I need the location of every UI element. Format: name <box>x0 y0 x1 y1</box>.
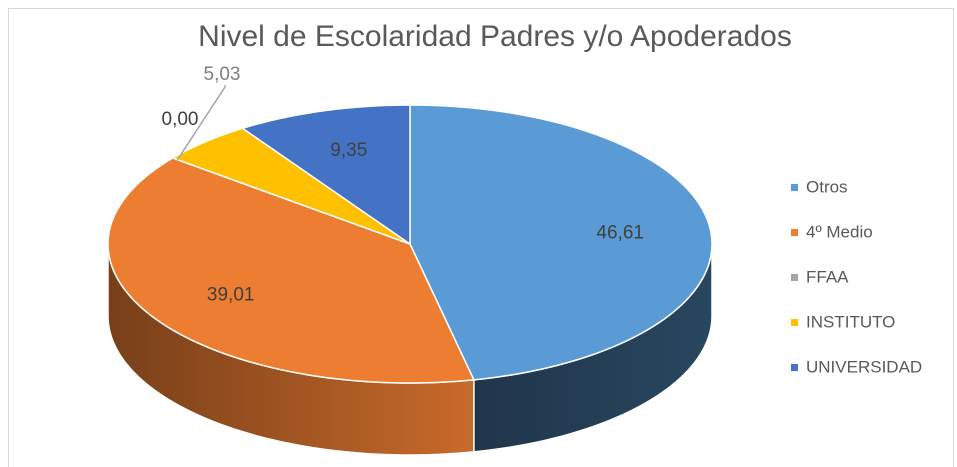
legend-swatch <box>791 229 798 236</box>
chart-border <box>8 8 954 467</box>
legend-label: FFAA <box>806 267 849 286</box>
data-label: 9,35 <box>330 140 367 161</box>
data-label: 0,00 <box>162 109 199 130</box>
legend-swatch <box>791 319 798 326</box>
data-label: 39,01 <box>207 285 255 306</box>
slice <box>170 127 411 245</box>
legend-label: INSTITUTO <box>806 312 895 331</box>
legend-label: 4º Medio <box>806 222 873 241</box>
legend-swatch <box>791 364 798 371</box>
legend-label: Otros <box>806 177 848 196</box>
leader-line <box>176 85 226 161</box>
slice <box>409 104 713 381</box>
data-label: 5,03 <box>204 64 241 85</box>
legend-label: UNIVERSIDAD <box>806 357 922 376</box>
legend-swatch <box>791 274 798 281</box>
slice <box>240 104 411 246</box>
chart-title: Nivel de Escolaridad Padres y/o Apoderad… <box>198 20 792 53</box>
data-label: 46,61 <box>596 223 644 244</box>
legend-swatch <box>791 184 798 191</box>
slice <box>107 157 475 384</box>
